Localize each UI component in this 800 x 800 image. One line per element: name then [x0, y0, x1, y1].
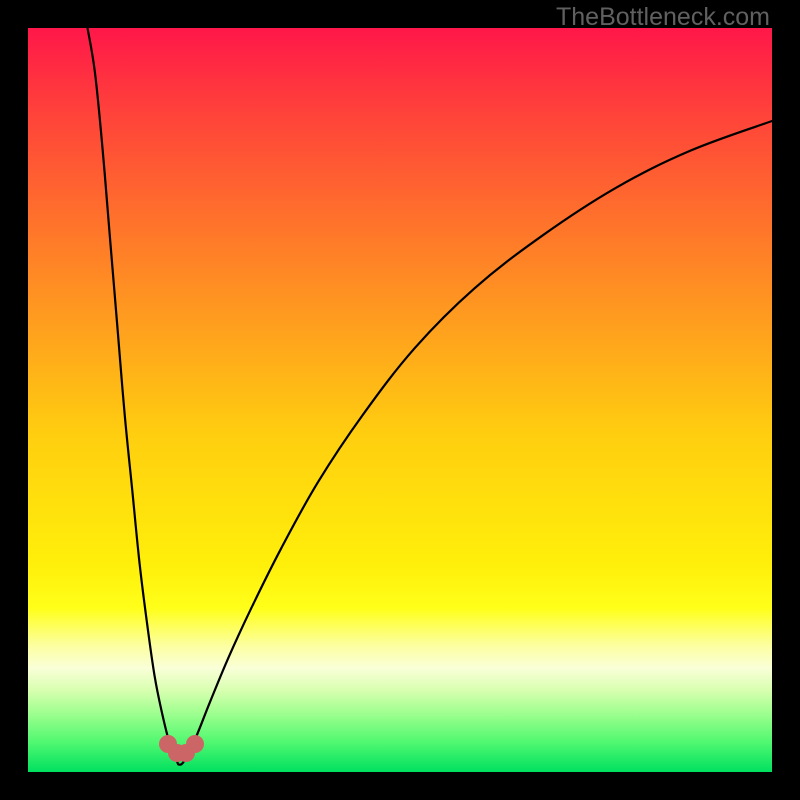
- plot-area: [28, 28, 772, 772]
- figure-root: TheBottleneck.com: [0, 0, 800, 800]
- watermark-text: TheBottleneck.com: [556, 3, 770, 32]
- gradient-background: [28, 28, 772, 772]
